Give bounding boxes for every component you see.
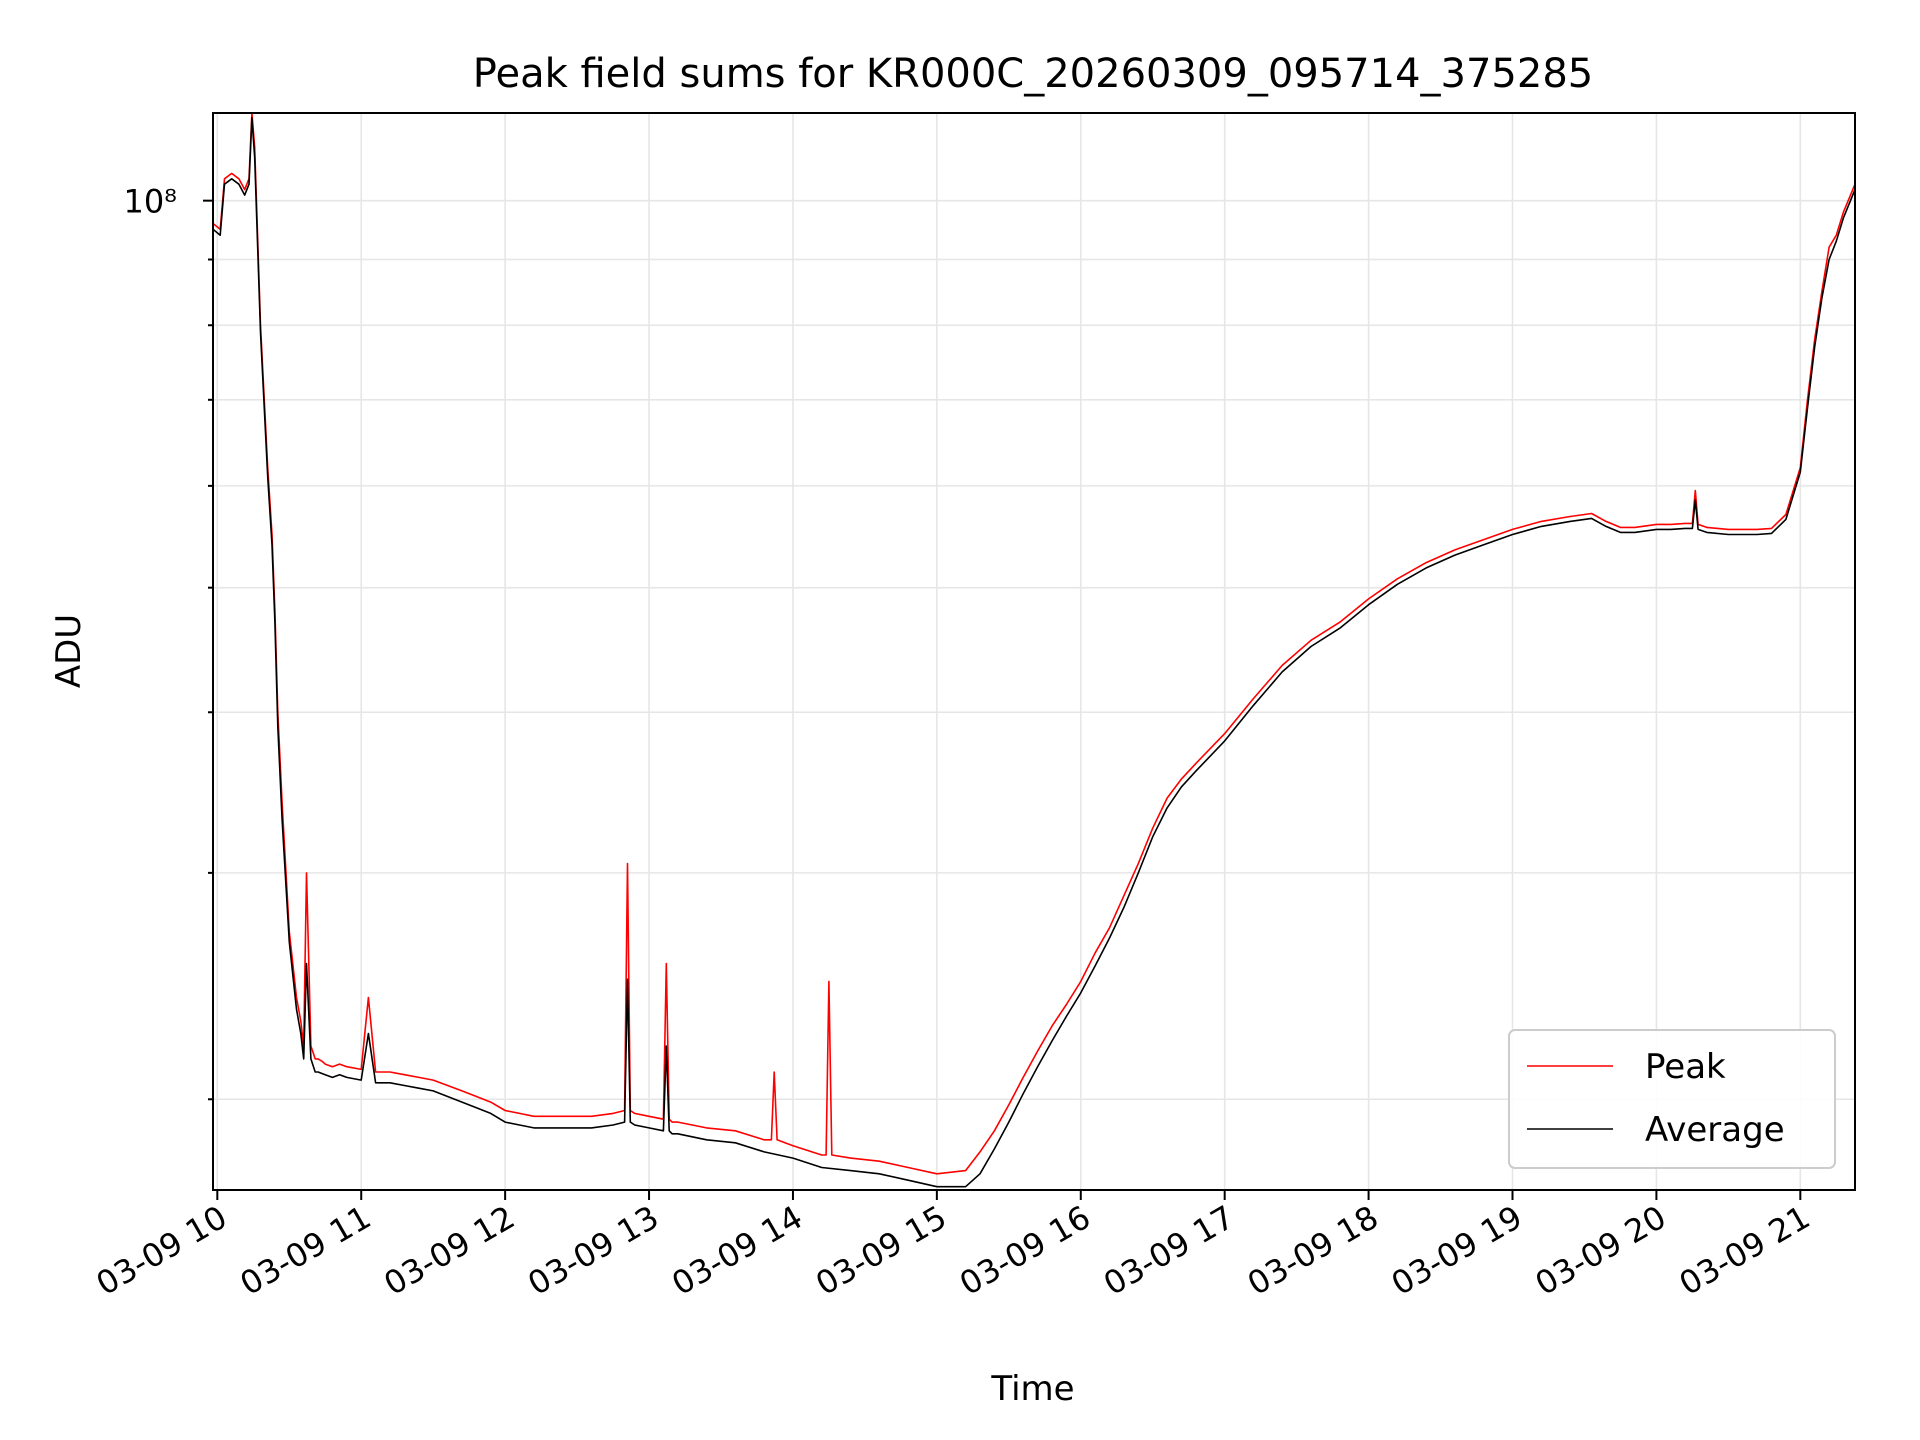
y-axis-label: ADU: [49, 614, 89, 688]
x-axis-label: Time: [990, 1369, 1074, 1409]
plot-frame: [212, 112, 1856, 1191]
legend: Peak Average: [1508, 1029, 1836, 1169]
series-layer: [212, 112, 1856, 1188]
y-axis: 10⁸: [123, 183, 213, 1101]
series-line-average: [212, 117, 1856, 1188]
legend-peak-label: Peak: [1645, 1047, 1726, 1087]
legend-box: [1508, 1029, 1836, 1169]
y-tick-label-major: 10⁸: [123, 183, 177, 221]
chart-title: Peak field sums for KR000C_20260309_0957…: [473, 51, 1593, 97]
grid: [213, 113, 1855, 1190]
legend-average-label: Average: [1645, 1110, 1785, 1150]
series-line-peak: [212, 112, 1856, 1175]
